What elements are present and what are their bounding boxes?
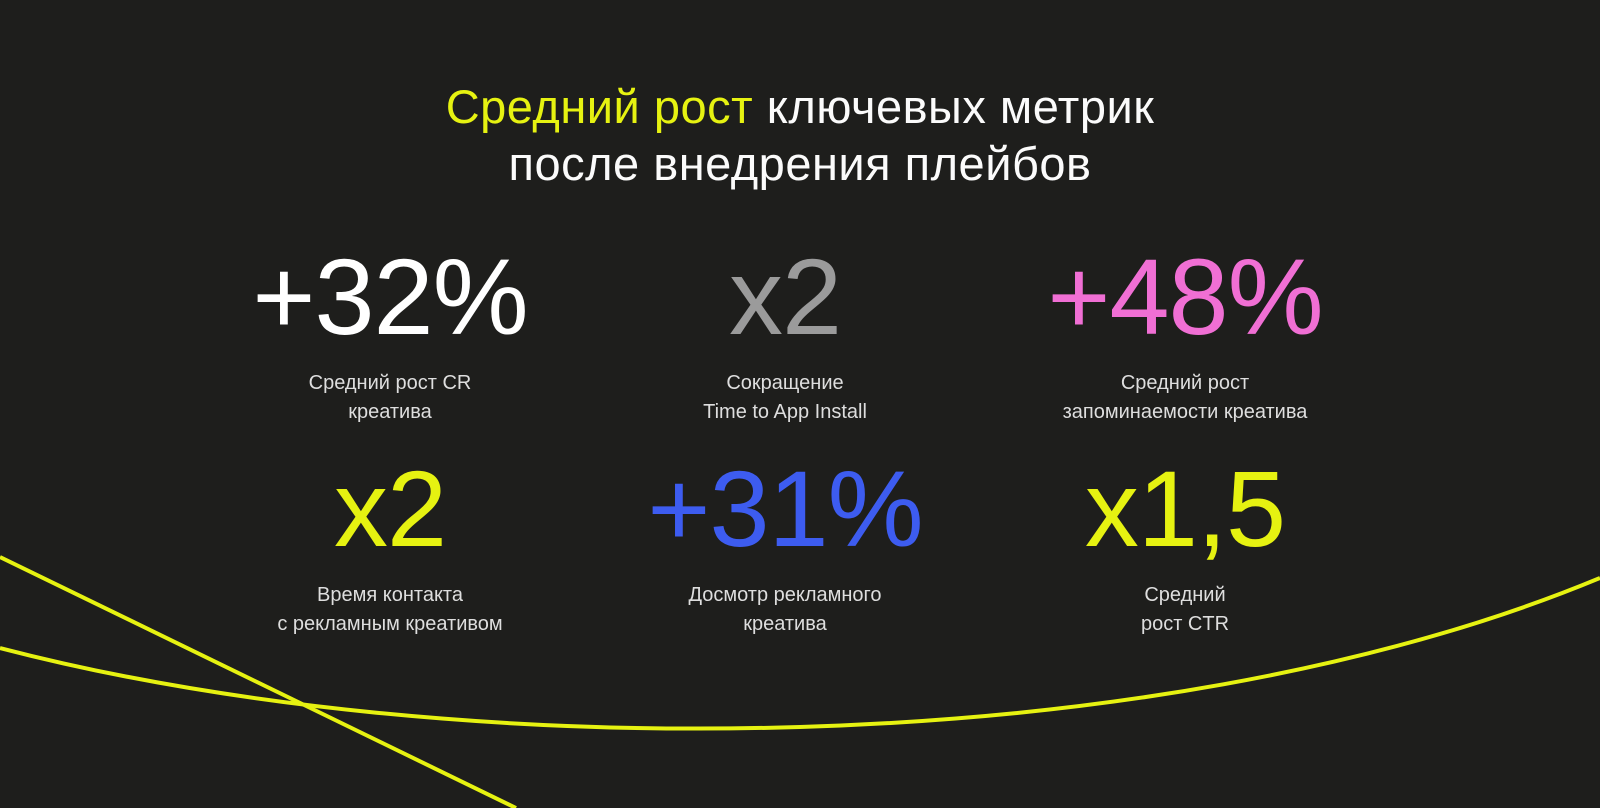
stat-label-line1: Время контакта [317, 584, 463, 606]
stat-contact-time: x2 Время контакта с рекламным креативом [180, 455, 600, 639]
stat-label-line2: с рекламным креативом [277, 613, 503, 635]
page-title-highlight: Средний рост [445, 80, 754, 133]
stat-label-line1: Сокращение [726, 372, 844, 394]
stat-label-line1: Средний рост [1120, 372, 1250, 394]
stat-label: Досмотр рекламного креатива [575, 581, 995, 639]
page-title-line2: после внедрения плейбов [508, 137, 1092, 190]
page-title-line1: Средний рост ключевых метрик [0, 78, 1600, 135]
stat-memorability: +48% Средний рост запоминаемости креатив… [975, 243, 1395, 427]
stat-label: Средний рост CTR [975, 581, 1395, 639]
page-title-rest: ключевых метрик [766, 80, 1155, 133]
stat-label-line1: Средний рост CR [308, 372, 472, 394]
stat-label: Средний рост CR креатива [180, 369, 600, 427]
stat-label: Сокращение Time to App Install [575, 369, 995, 427]
stat-cr-growth: +32% Средний рост CR креатива [180, 243, 600, 427]
stat-view-through: +31% Досмотр рекламного креатива [575, 455, 995, 639]
stat-label-line2: креатива [743, 613, 827, 635]
stat-label-line2: Time to App Install [703, 401, 867, 423]
stat-time-to-install: x2 Сокращение Time to App Install [575, 243, 995, 427]
stat-label-line2: запоминаемости креатива [1062, 401, 1308, 423]
stat-value: x2 [728, 236, 842, 357]
stat-value: +48% [1047, 236, 1323, 357]
stat-value: x1,5 [1084, 448, 1286, 569]
stat-label-line2: рост CTR [1140, 613, 1230, 635]
page-title: Средний рост ключевых метрик после внедр… [0, 78, 1600, 192]
stat-label-line2: креатива [348, 401, 432, 423]
stat-ctr-growth: x1,5 Средний рост CTR [975, 455, 1395, 639]
stat-value: +32% [252, 236, 528, 357]
stat-label-line1: Досмотр рекламного [688, 584, 882, 606]
stat-value: x2 [333, 448, 447, 569]
stat-label-line1: Средний [1144, 584, 1226, 606]
stat-label: Средний рост запоминаемости креатива [975, 369, 1395, 427]
stat-label: Время контакта с рекламным креативом [180, 581, 600, 639]
stat-value: +31% [647, 448, 923, 569]
